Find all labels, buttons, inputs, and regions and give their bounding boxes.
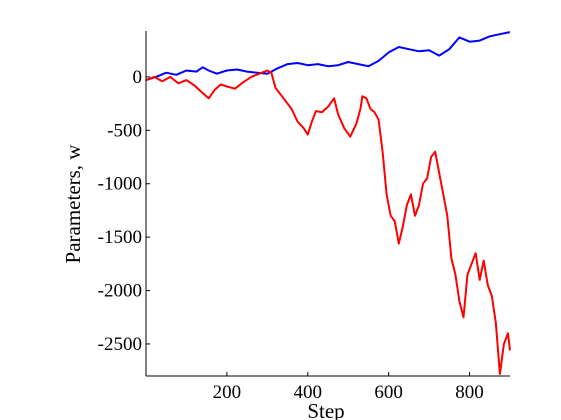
ticks: 200 400 600 800 0 -500 -1000 -1500 -2000 -2500 [98, 67, 484, 403]
x-tick-label: 800 [455, 382, 484, 403]
plot-lines [145, 31, 511, 375]
y-tick-label: 0 [133, 67, 143, 88]
y-tick-label: -2500 [98, 334, 142, 355]
series-line-2 [145, 69, 511, 375]
x-tick-label: 600 [374, 382, 403, 403]
y-axis-label: Parameters, w [61, 144, 85, 264]
axes [145, 31, 510, 377]
y-tick-label: -2000 [98, 281, 142, 302]
y-tick-label: -1500 [98, 227, 142, 248]
x-tick-label: 200 [213, 382, 242, 403]
y-tick-label: -500 [107, 120, 142, 141]
series-line-1 [145, 31, 511, 82]
x-axis-label: Step [307, 399, 344, 420]
x-tick-label: 400 [294, 382, 323, 403]
y-tick-label: -1000 [98, 174, 142, 195]
